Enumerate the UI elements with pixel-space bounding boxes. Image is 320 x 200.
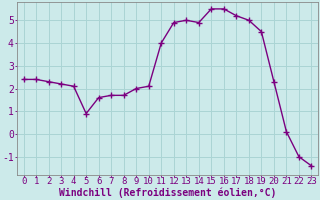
X-axis label: Windchill (Refroidissement éolien,°C): Windchill (Refroidissement éolien,°C) xyxy=(59,187,276,198)
